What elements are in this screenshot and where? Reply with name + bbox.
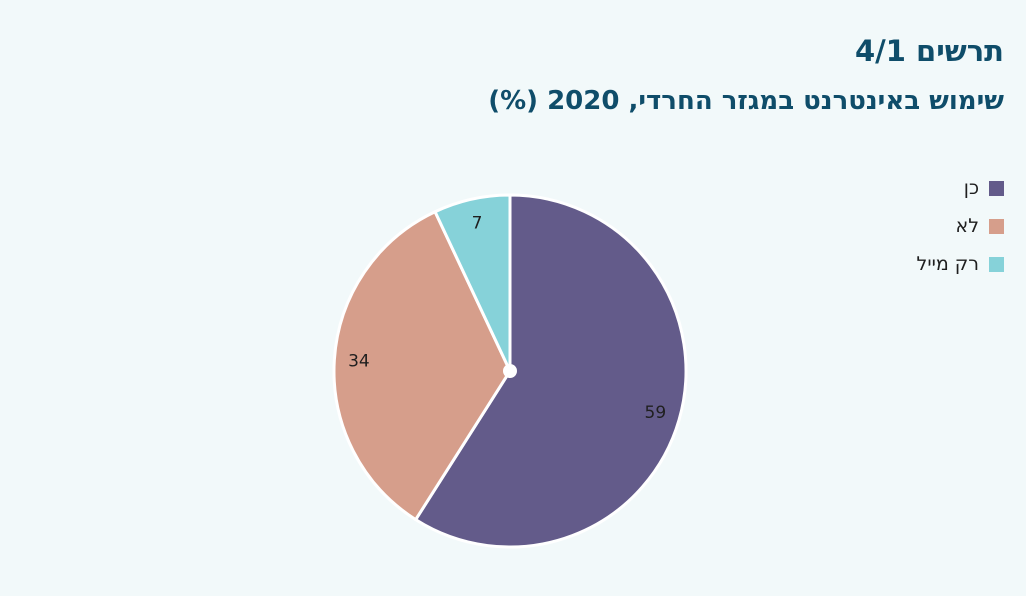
pie-center-dot: [503, 364, 517, 378]
pie-slice-no: [332, 210, 512, 522]
legend-item-no: לא: [804, 215, 1004, 237]
legend-swatch: [989, 180, 1004, 196]
legend-swatch: [989, 256, 1004, 272]
data-label-email-only: 7: [472, 213, 483, 233]
chart-legend: כן לא רק מייל: [804, 177, 1004, 292]
legend-swatch: [989, 218, 1004, 234]
data-label-yes: 59: [645, 403, 667, 423]
pie-slice-email-only: [433, 193, 512, 373]
legend-label: לא: [955, 215, 980, 237]
pie-slice-yes: [414, 193, 688, 549]
legend-label: כן: [963, 177, 979, 199]
data-label-no: 34: [348, 351, 370, 371]
figure-title: תרשים 4/1: [854, 34, 1004, 68]
legend-item-email-only: רק מייל: [804, 253, 1004, 275]
chart-subtitle: שימוש באינטרנט במגזר החרדי, 2020 (%): [488, 86, 1004, 116]
legend-item-yes: כן: [804, 177, 1004, 199]
legend-label: רק מייל: [916, 253, 979, 275]
